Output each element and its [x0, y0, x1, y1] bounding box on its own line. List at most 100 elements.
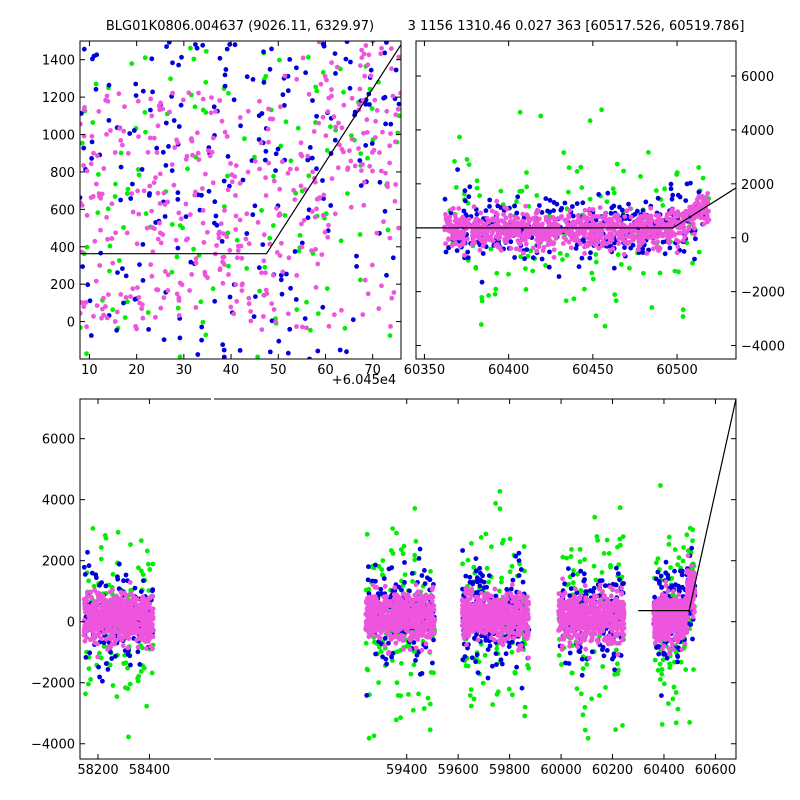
data-point	[363, 143, 369, 148]
data-point	[361, 51, 367, 57]
data-point	[169, 168, 175, 174]
data-point	[259, 270, 264, 276]
data-point	[613, 727, 618, 733]
data-point	[386, 640, 391, 646]
data-point	[401, 646, 406, 652]
data-point	[410, 707, 416, 713]
data-point	[617, 204, 622, 210]
bottom-panel: 58200 58400 59400 59600 59800 60000 60200 60400…	[31, 397, 737, 778]
model-line	[416, 187, 736, 229]
data-point	[103, 661, 109, 666]
data-point	[468, 687, 474, 692]
data-point	[162, 214, 168, 219]
data-point	[388, 121, 394, 127]
data-point	[348, 59, 353, 65]
data-point	[661, 681, 667, 687]
data-point	[673, 690, 679, 695]
data-point	[389, 654, 394, 660]
data-point	[360, 312, 366, 317]
data-point	[704, 219, 710, 225]
data-point	[678, 224, 683, 230]
data-point	[696, 194, 702, 200]
data-point	[188, 259, 194, 265]
data-point	[472, 233, 478, 239]
x-tick-label: 70	[364, 363, 381, 378]
data-point	[497, 506, 503, 512]
data-point	[672, 232, 677, 238]
data-point	[89, 156, 94, 161]
data-point	[90, 120, 96, 125]
data-point	[413, 538, 419, 544]
data-point	[662, 251, 668, 257]
data-point	[407, 588, 412, 594]
data-point	[82, 105, 87, 110]
data-point	[551, 200, 557, 205]
data-point	[175, 140, 181, 146]
data-point	[574, 169, 580, 174]
data-point	[523, 203, 529, 209]
data-point	[456, 206, 462, 211]
data-point	[443, 217, 449, 222]
data-point	[604, 537, 610, 543]
data-point	[456, 232, 462, 238]
data-point	[673, 582, 678, 588]
data-point	[87, 298, 93, 304]
data-point	[110, 307, 116, 313]
data-point	[667, 663, 673, 668]
data-point	[570, 572, 576, 578]
top-right-panel: 60350 60400 60450 60500−4000−20000200040006…	[404, 40, 785, 378]
data-point	[99, 191, 105, 197]
data-point	[503, 215, 509, 221]
data-point	[200, 319, 206, 325]
data-point	[521, 544, 527, 549]
y-tick-label: 200	[50, 278, 75, 293]
data-point	[153, 314, 158, 320]
data-point	[130, 286, 136, 292]
data-point	[176, 210, 182, 216]
data-point	[225, 187, 231, 193]
data-point	[593, 313, 599, 319]
data-point	[103, 583, 109, 589]
data-point	[582, 583, 588, 589]
chart-title-left: BLG01K0806.004637 (9026.11, 6329.97)	[106, 19, 374, 34]
data-point	[664, 212, 670, 217]
data-point	[120, 142, 125, 148]
data-point	[594, 534, 600, 539]
data-point	[526, 655, 531, 661]
data-point	[245, 108, 251, 114]
data-point	[381, 576, 387, 581]
data-point	[400, 551, 406, 557]
data-point	[576, 213, 581, 219]
data-point	[664, 655, 670, 661]
data-point	[570, 213, 576, 219]
data-point	[324, 77, 329, 83]
data-point	[154, 145, 160, 151]
data-point	[348, 158, 354, 164]
data-point	[615, 652, 621, 657]
series-green	[80, 45, 401, 359]
data-point	[644, 215, 649, 221]
data-point	[653, 188, 659, 194]
data-point	[512, 670, 518, 676]
data-point	[653, 560, 659, 566]
data-point	[316, 120, 322, 126]
points-layer	[442, 107, 712, 329]
data-point	[140, 88, 146, 94]
data-point	[599, 107, 604, 113]
data-point	[412, 506, 418, 511]
data-point	[498, 657, 504, 663]
plot-frame	[79, 40, 402, 360]
data-point	[84, 244, 90, 250]
data-point	[510, 692, 515, 698]
data-point	[512, 255, 517, 260]
data-point	[609, 626, 614, 632]
data-point	[608, 563, 613, 568]
data-point	[253, 294, 258, 299]
data-point	[514, 199, 519, 204]
data-point	[149, 113, 155, 119]
data-point	[627, 234, 632, 239]
data-point	[640, 250, 646, 256]
data-point	[503, 221, 509, 227]
data-point	[84, 351, 89, 357]
